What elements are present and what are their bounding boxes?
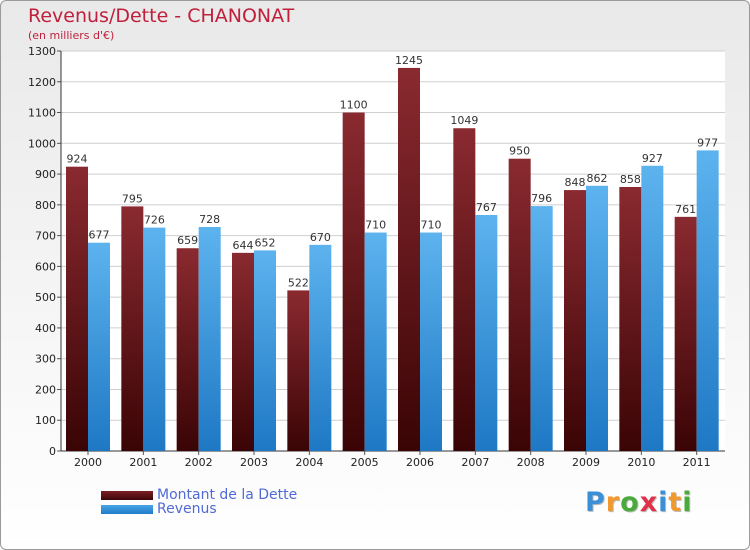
bar-revenus <box>530 206 553 451</box>
data-label-revenus: 767 <box>476 201 497 214</box>
x-tick-label: 2006 <box>406 456 434 469</box>
logo-letter: o <box>620 487 640 518</box>
y-tick-label: 1200 <box>28 76 56 89</box>
data-label-revenus: 677 <box>89 229 110 242</box>
bar-revenus <box>309 244 332 451</box>
bar-dette <box>619 187 642 451</box>
bar-dette <box>564 190 586 452</box>
legend-label-dette: Montant de la Dette <box>157 487 298 503</box>
data-label-dette: 761 <box>675 203 696 216</box>
y-tick-label: 0 <box>49 445 56 458</box>
x-tick-label: 2009 <box>572 456 600 469</box>
bar-revenus <box>641 165 664 451</box>
y-tick-label: 600 <box>35 260 56 273</box>
bar-dette <box>674 216 697 451</box>
bar-revenus <box>696 150 719 451</box>
y-tick-label: 500 <box>35 291 56 304</box>
legend-swatch-dette <box>101 490 153 500</box>
x-tick-label: 2003 <box>240 456 268 469</box>
plot-area <box>61 51 725 451</box>
x-tick-label: 2011 <box>683 456 711 469</box>
data-label-revenus: 728 <box>199 213 220 226</box>
data-label-dette: 659 <box>177 234 198 247</box>
y-tick-label: 1000 <box>28 137 56 150</box>
bar-revenus <box>198 227 221 451</box>
data-label-revenus: 927 <box>642 152 663 165</box>
data-label-dette: 522 <box>288 276 309 289</box>
data-label-dette: 924 <box>67 153 88 166</box>
legend-swatch-revenus <box>101 504 153 514</box>
y-tick-label: 700 <box>35 230 56 243</box>
data-label-revenus: 726 <box>144 214 165 227</box>
data-label-dette: 848 <box>565 176 586 189</box>
data-label-dette: 1245 <box>395 54 423 67</box>
data-label-dette: 858 <box>620 173 641 186</box>
bar-revenus <box>88 242 110 451</box>
bar-dette <box>232 252 254 451</box>
bar-revenus <box>420 232 442 451</box>
bar-dette <box>453 128 476 451</box>
x-tick-label: 2010 <box>627 456 655 469</box>
logo-letter: i <box>658 487 669 518</box>
x-tick-label: 2005 <box>351 456 379 469</box>
data-label-dette: 1100 <box>340 99 368 112</box>
proxiti-logo: Proxiti <box>585 487 693 518</box>
bar-dette <box>176 248 199 451</box>
data-label-dette: 1049 <box>450 114 478 127</box>
x-tick-label: 2004 <box>295 456 323 469</box>
bar-dette <box>287 290 310 451</box>
data-label-revenus: 670 <box>310 231 331 244</box>
y-tick-label: 800 <box>35 199 56 212</box>
y-tick-label: 300 <box>35 353 56 366</box>
x-tick-label: 2000 <box>74 456 102 469</box>
x-tick-label: 2008 <box>517 456 545 469</box>
x-tick-label: 2002 <box>185 456 213 469</box>
logo-letter: i <box>682 487 693 518</box>
bar-revenus <box>475 215 498 451</box>
logo-letter: t <box>668 487 683 518</box>
y-tick-label: 100 <box>35 414 56 427</box>
bar-dette <box>66 166 88 451</box>
data-label-revenus: 710 <box>421 219 442 232</box>
data-label-dette: 644 <box>233 239 254 252</box>
y-tick-label: 1100 <box>28 107 56 120</box>
logo-letter: r <box>605 487 621 518</box>
bar-dette <box>508 158 531 451</box>
x-tick-label: 2001 <box>129 456 157 469</box>
data-label-dette: 950 <box>509 145 530 158</box>
chart-title: Revenus/Dette - CHANONAT <box>28 5 295 27</box>
bar-revenus <box>143 227 166 451</box>
bar-chart: 0 100 200 300 400 500 600 700 800 900 1000 1100 1200… <box>28 45 725 469</box>
bar-dette <box>342 112 365 452</box>
legend-item-revenus: Revenus <box>101 501 217 517</box>
bar-revenus <box>364 232 387 451</box>
bar-revenus <box>254 250 276 451</box>
logo-letter: P <box>585 487 606 518</box>
data-label-dette: 795 <box>122 192 143 205</box>
y-tick-label: 400 <box>35 322 56 335</box>
y-tick-label: 1300 <box>28 45 56 58</box>
data-label-revenus: 977 <box>697 136 718 149</box>
y-tick-label: 200 <box>35 383 56 396</box>
legend-label-revenus: Revenus <box>157 501 217 517</box>
data-label-revenus: 796 <box>531 192 552 205</box>
bar-dette <box>121 206 144 451</box>
bar-revenus <box>586 185 608 451</box>
x-tick-label: 2007 <box>461 456 489 469</box>
data-label-revenus: 652 <box>255 236 276 249</box>
legend-item-dette: Montant de la Dette <box>101 487 297 503</box>
data-label-revenus: 862 <box>587 172 608 185</box>
bar-dette <box>398 67 420 451</box>
data-label-revenus: 710 <box>365 219 386 232</box>
logo-letter: x <box>639 487 659 518</box>
y-tick-label: 900 <box>35 168 56 181</box>
chart-subtitle: (en milliers d'€) <box>28 29 115 42</box>
